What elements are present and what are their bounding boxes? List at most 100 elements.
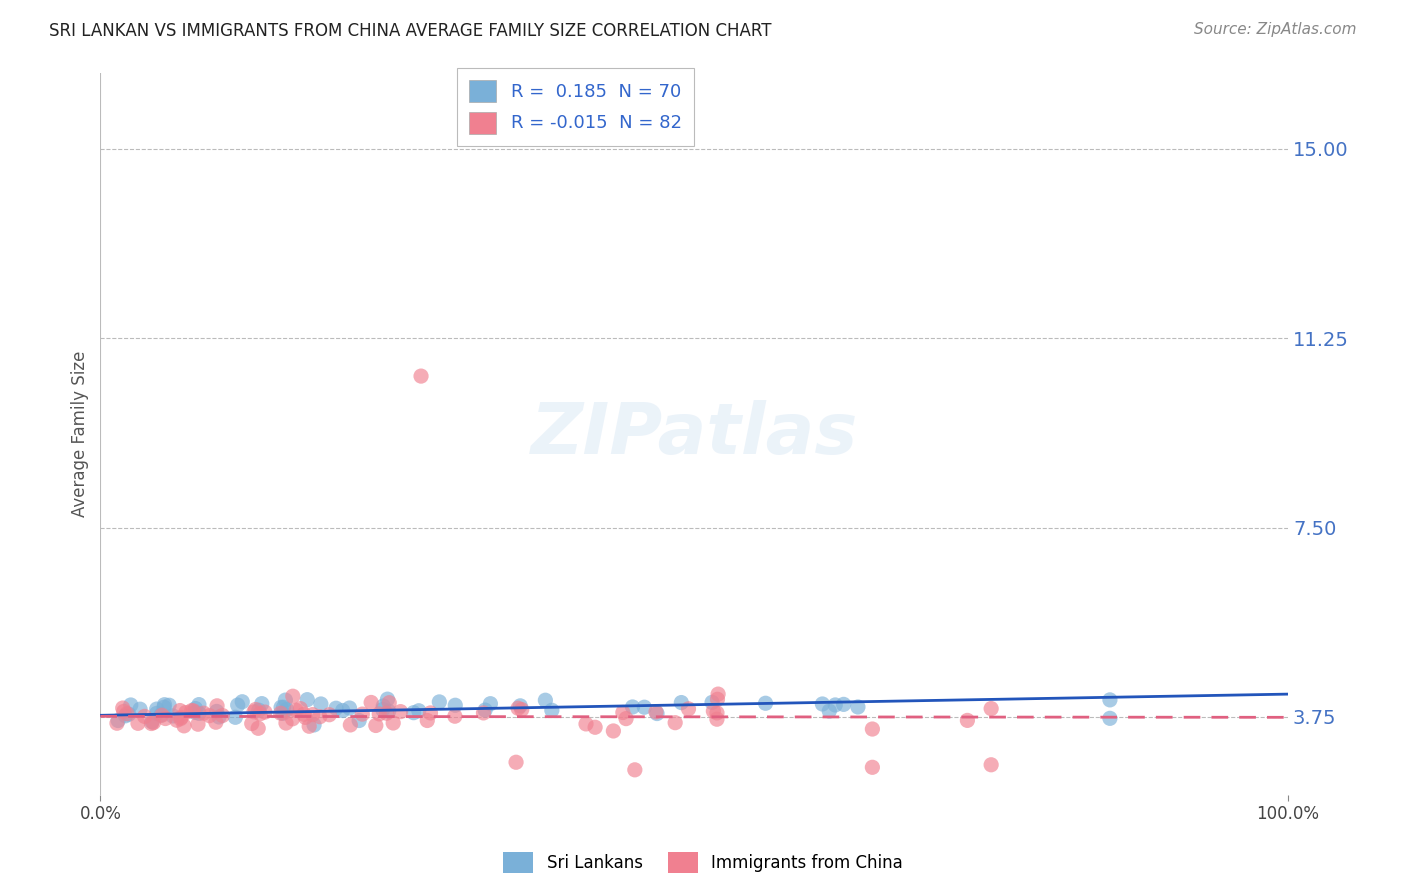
Point — [134, 709, 156, 723]
Point — [645, 705, 668, 719]
Point — [141, 714, 163, 729]
Point — [534, 693, 557, 707]
Point — [832, 698, 855, 712]
Point — [274, 693, 297, 707]
Point — [309, 697, 332, 711]
Point — [339, 718, 361, 732]
Point — [318, 707, 340, 722]
Point — [377, 704, 399, 718]
Y-axis label: Average Family Size: Average Family Size — [72, 351, 89, 517]
Point — [427, 695, 450, 709]
Point — [276, 703, 298, 717]
Point — [120, 698, 142, 712]
Point — [180, 704, 202, 718]
Point — [474, 703, 496, 717]
Point — [245, 702, 267, 716]
Point — [224, 710, 246, 724]
Point — [285, 703, 308, 717]
Point — [409, 369, 432, 384]
Point — [294, 710, 316, 724]
Point — [205, 698, 228, 713]
Point — [184, 701, 207, 715]
Point — [127, 716, 149, 731]
Point — [150, 708, 173, 723]
Point — [169, 712, 191, 726]
Point — [184, 706, 207, 720]
Point — [115, 706, 138, 721]
Point — [302, 718, 325, 732]
Point — [700, 695, 723, 709]
Point — [247, 721, 270, 735]
Point — [118, 707, 141, 722]
Point — [1098, 693, 1121, 707]
Point — [188, 706, 211, 721]
Point — [510, 703, 533, 717]
Point — [707, 687, 730, 701]
Point — [633, 700, 655, 714]
Point — [624, 763, 647, 777]
Point — [416, 714, 439, 728]
Point — [332, 704, 354, 718]
Point — [754, 696, 776, 710]
Point — [360, 696, 382, 710]
Point — [205, 705, 228, 719]
Point — [250, 697, 273, 711]
Point — [375, 706, 398, 721]
Point — [583, 720, 606, 734]
Point — [243, 705, 266, 719]
Legend: R =  0.185  N = 70, R = -0.015  N = 82: R = 0.185 N = 70, R = -0.015 N = 82 — [457, 68, 695, 146]
Point — [297, 692, 319, 706]
Point — [818, 704, 841, 718]
Point — [129, 702, 152, 716]
Point — [364, 718, 387, 732]
Point — [339, 701, 361, 715]
Point — [980, 701, 1002, 715]
Point — [198, 708, 221, 723]
Point — [205, 715, 228, 730]
Point — [308, 710, 330, 724]
Point — [141, 716, 163, 731]
Text: SRI LANKAN VS IMMIGRANTS FROM CHINA AVERAGE FAMILY SIZE CORRELATION CHART: SRI LANKAN VS IMMIGRANTS FROM CHINA AVER… — [49, 22, 772, 40]
Point — [273, 700, 295, 714]
Point — [292, 707, 315, 722]
Point — [389, 705, 412, 719]
Legend: Sri Lankans, Immigrants from China: Sri Lankans, Immigrants from China — [496, 846, 910, 880]
Point — [155, 712, 177, 726]
Point — [271, 706, 294, 721]
Point — [706, 692, 728, 706]
Point — [301, 707, 323, 722]
Point — [290, 701, 312, 715]
Point — [444, 709, 467, 723]
Point — [270, 700, 292, 714]
Point — [645, 706, 668, 721]
Text: Source: ZipAtlas.com: Source: ZipAtlas.com — [1194, 22, 1357, 37]
Point — [208, 710, 231, 724]
Point — [956, 714, 979, 728]
Point — [472, 706, 495, 720]
Point — [231, 695, 253, 709]
Point — [162, 709, 184, 723]
Point — [505, 756, 527, 770]
Point — [347, 714, 370, 728]
Point — [187, 717, 209, 731]
Point — [664, 715, 686, 730]
Point — [706, 712, 728, 726]
Point — [253, 705, 276, 719]
Point — [249, 706, 271, 721]
Point — [612, 706, 634, 720]
Point — [602, 723, 624, 738]
Point — [247, 703, 270, 717]
Point — [860, 760, 883, 774]
Point — [506, 701, 529, 715]
Point — [169, 704, 191, 718]
Point — [211, 708, 233, 723]
Point — [145, 706, 167, 721]
Point — [325, 701, 347, 715]
Point — [166, 713, 188, 727]
Point — [193, 706, 215, 721]
Point — [145, 702, 167, 716]
Point — [419, 706, 441, 720]
Point — [846, 700, 869, 714]
Point — [368, 706, 391, 721]
Point — [860, 722, 883, 736]
